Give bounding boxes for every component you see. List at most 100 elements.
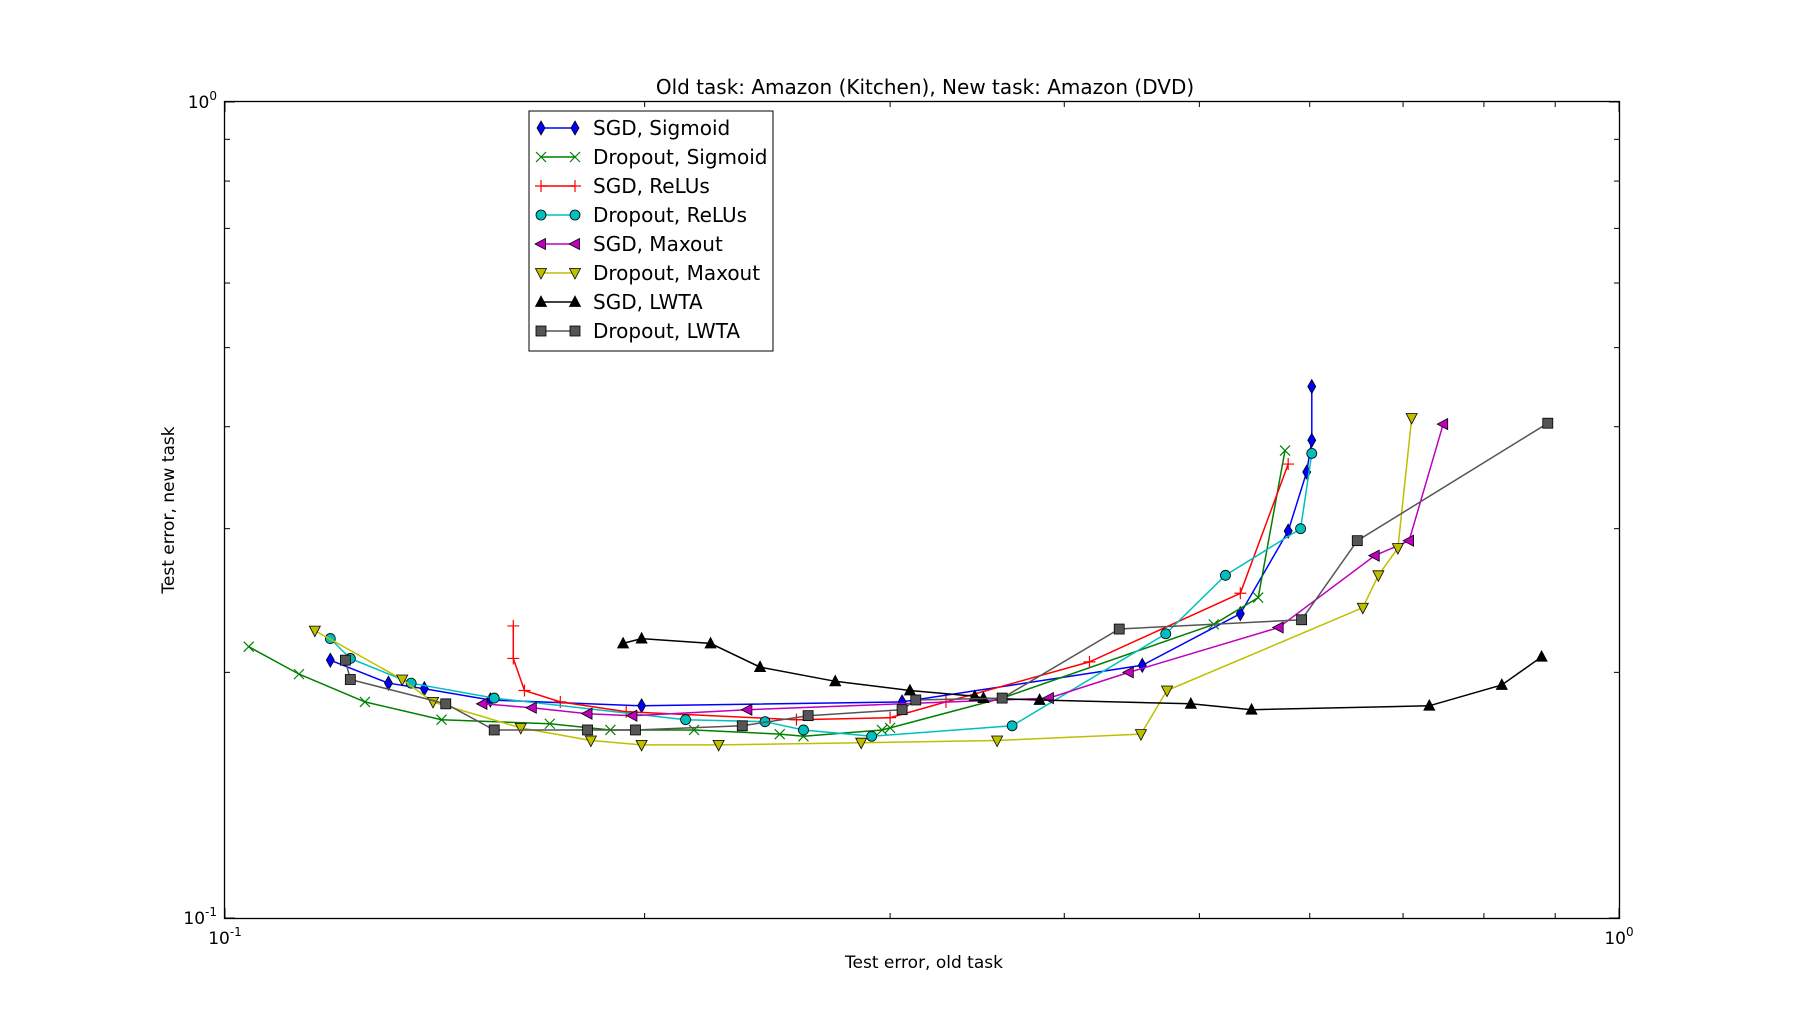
legend-entry: Dropout, ReLUs [535,203,747,227]
legend-label: Dropout, Maxout [593,261,760,285]
legend-marker [568,295,582,307]
data-point [1121,666,1134,679]
series-sgd-maxout [475,417,1449,722]
data-point [774,728,786,740]
data-point [507,619,520,632]
data-point [855,737,868,750]
legend-entry: Dropout, Maxout [534,261,760,285]
data-point [580,707,593,720]
series-dropout-maxout [308,413,1418,752]
data-point [1423,698,1436,711]
data-point [518,684,531,697]
data-point [308,625,322,638]
data-point [1160,628,1172,640]
data-point [440,698,452,710]
data-point [635,739,648,752]
data-point [436,714,447,726]
data-point [977,691,990,703]
data-point [740,703,753,716]
data-point [1220,569,1231,581]
data-point [630,724,641,736]
legend-label: SGD, LWTA [593,290,703,314]
data-point [903,683,917,696]
data-point [507,652,520,665]
data-point [625,709,638,722]
data-point [488,692,500,704]
legend-marker [535,180,547,192]
data-point [1083,655,1096,668]
data-point [1006,720,1018,732]
data-point [1252,592,1264,603]
data-point [524,701,537,714]
legend-marker [568,237,580,251]
data-point [616,636,630,649]
series-line [622,637,1543,711]
legend-marker [535,209,547,221]
series-sgd-lwta [616,631,1548,715]
data-point [712,739,725,752]
data-point [1033,693,1046,705]
data-point [753,660,767,672]
data-point [1295,523,1306,535]
y-tick-label: 10-1 [183,905,217,929]
series-dropout-sigmoid [243,445,1291,742]
data-point [896,704,908,716]
data-point [1367,549,1380,562]
series-sgd-sigmoid [325,378,1317,714]
data-point [1542,417,1554,429]
data-point [1184,696,1197,709]
data-point [736,720,748,732]
data-point [1279,445,1291,456]
legend-marker [569,180,581,192]
plot-frame [223,100,1621,920]
legend-marker [569,209,581,221]
data-point [1296,614,1308,626]
data-point [1134,729,1148,742]
data-point [1160,685,1174,698]
data-point [866,730,878,742]
legend-marker [535,151,547,163]
data-point [1356,602,1370,615]
legend-entry: SGD, LWTA [534,290,703,314]
legend-marker [534,268,548,280]
y-axis-label: Test error, new task [159,426,179,594]
data-point [396,674,409,687]
data-point [1307,378,1317,395]
legend-label: Dropout, LWTA [593,319,740,343]
data-point [1282,458,1295,471]
legend-entry: SGD, Maxout [534,232,723,256]
data-point [635,631,648,644]
series-sgd-relus [507,458,1295,726]
x-tick-label: 100 [1604,925,1633,949]
x-axis-label: Test error, old task [844,953,1003,973]
legend-entry: SGD, Sigmoid [536,116,730,140]
legend-marker [534,295,548,307]
data-point [325,652,335,668]
data-point [1306,447,1318,459]
data-point [475,697,488,711]
data-point [688,724,700,736]
data-point [910,694,922,706]
legend-entry: Dropout, Sigmoid [535,145,768,169]
data-point [1436,417,1449,431]
data-point [544,718,556,730]
data-point [1391,543,1405,555]
data-point [584,735,598,748]
data-point [829,674,842,687]
data-point [1372,570,1385,583]
data-point [876,724,888,736]
data-point [1307,432,1317,449]
data-point [798,724,809,736]
data-point [1234,587,1247,600]
data-point [359,696,371,708]
legend-marker [569,151,581,163]
x-tick-label: 10-1 [208,925,242,949]
legend-label: Dropout, Sigmoid [593,145,768,169]
data-point [790,713,803,726]
data-point [1245,702,1258,715]
data-point [339,654,351,666]
legend-label: Dropout, ReLUs [593,203,747,227]
data-point [996,692,1008,704]
data-point [990,735,1004,748]
